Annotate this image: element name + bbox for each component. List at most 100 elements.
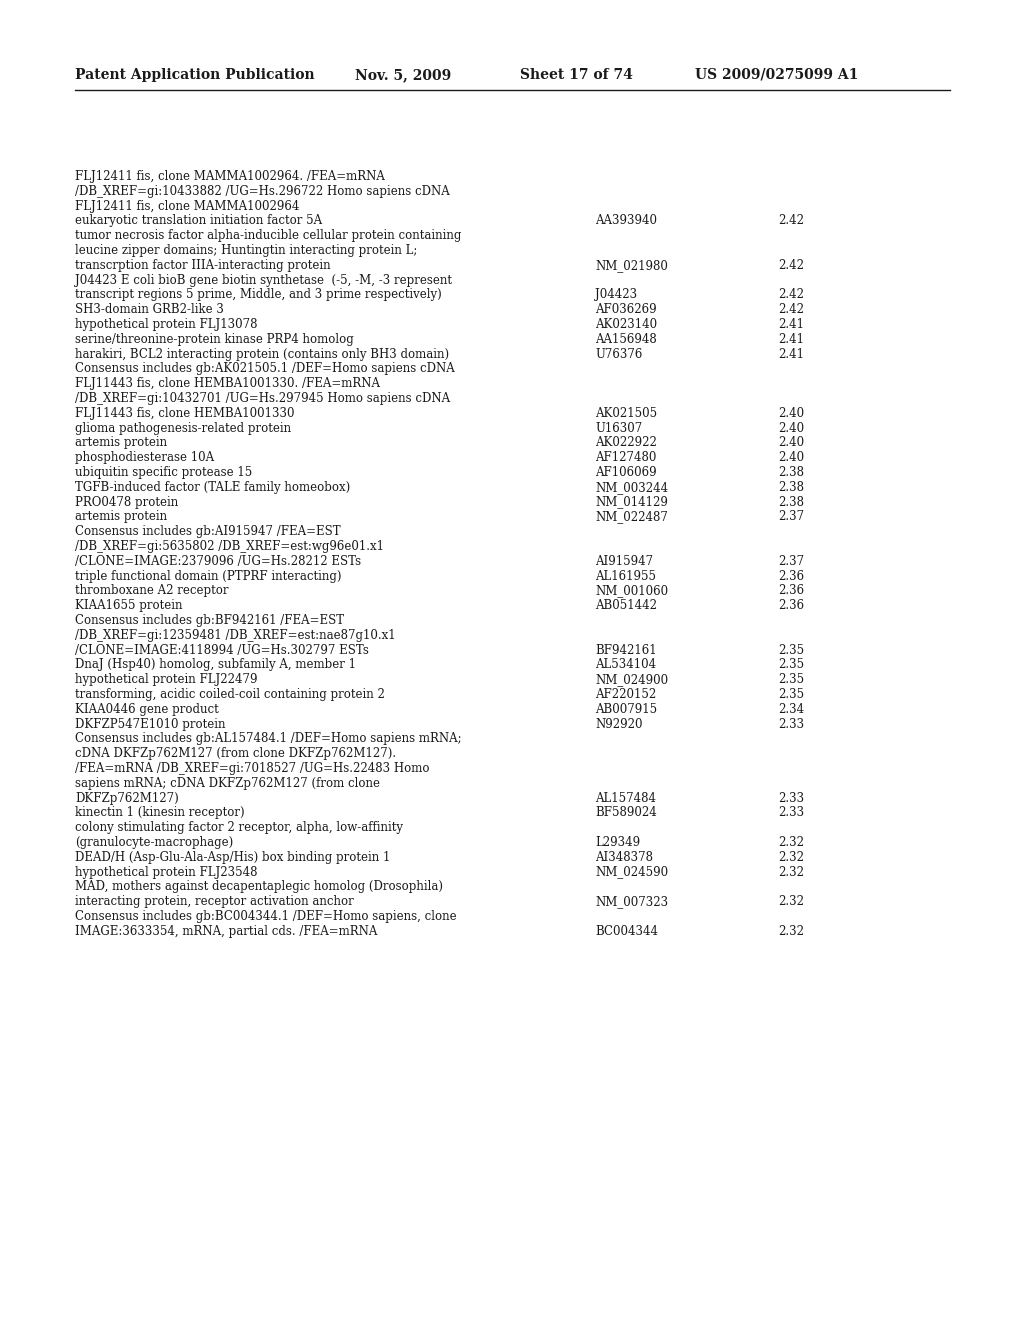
- Text: NM_024900: NM_024900: [595, 673, 668, 686]
- Text: transforming, acidic coiled-coil containing protein 2: transforming, acidic coiled-coil contain…: [75, 688, 385, 701]
- Text: artemis protein: artemis protein: [75, 437, 167, 449]
- Text: cDNA DKFZp762M127 (from clone DKFZp762M127).: cDNA DKFZp762M127 (from clone DKFZp762M1…: [75, 747, 396, 760]
- Text: DEAD/H (Asp-Glu-Ala-Asp/His) box binding protein 1: DEAD/H (Asp-Glu-Ala-Asp/His) box binding…: [75, 851, 390, 863]
- Text: L29349: L29349: [595, 836, 640, 849]
- Text: BC004344: BC004344: [595, 925, 658, 937]
- Text: transcript regions 5 prime, Middle, and 3 prime respectively): transcript regions 5 prime, Middle, and …: [75, 288, 441, 301]
- Text: BF942161: BF942161: [595, 644, 656, 656]
- Text: BF589024: BF589024: [595, 807, 656, 820]
- Text: US 2009/0275099 A1: US 2009/0275099 A1: [695, 69, 858, 82]
- Text: FLJ12411 fis, clone MAMMA1002964: FLJ12411 fis, clone MAMMA1002964: [75, 199, 299, 213]
- Text: AL161955: AL161955: [595, 570, 656, 582]
- Text: sapiens mRNA; cDNA DKFZp762M127 (from clone: sapiens mRNA; cDNA DKFZp762M127 (from cl…: [75, 776, 380, 789]
- Text: Patent Application Publication: Patent Application Publication: [75, 69, 314, 82]
- Text: FLJ11443 fis, clone HEMBA1001330. /FEA=mRNA: FLJ11443 fis, clone HEMBA1001330. /FEA=m…: [75, 378, 380, 391]
- Text: 2.41: 2.41: [778, 318, 804, 331]
- Text: MAD, mothers against decapentaplegic homolog (Drosophila): MAD, mothers against decapentaplegic hom…: [75, 880, 443, 894]
- Text: serine/threonine-protein kinase PRP4 homolog: serine/threonine-protein kinase PRP4 hom…: [75, 333, 353, 346]
- Text: Consensus includes gb:BC004344.1 /DEF=Homo sapiens, clone: Consensus includes gb:BC004344.1 /DEF=Ho…: [75, 909, 457, 923]
- Text: tumor necrosis factor alpha-inducible cellular protein containing: tumor necrosis factor alpha-inducible ce…: [75, 230, 462, 242]
- Text: 2.40: 2.40: [778, 437, 804, 449]
- Text: 2.36: 2.36: [778, 570, 804, 582]
- Text: NM_024590: NM_024590: [595, 866, 668, 879]
- Text: NM_014129: NM_014129: [595, 495, 668, 508]
- Text: /DB_XREF=gi:5635802 /DB_XREF=est:wg96e01.x1: /DB_XREF=gi:5635802 /DB_XREF=est:wg96e01…: [75, 540, 384, 553]
- Text: 2.34: 2.34: [778, 702, 804, 715]
- Text: AB007915: AB007915: [595, 702, 657, 715]
- Text: SH3-domain GRB2-like 3: SH3-domain GRB2-like 3: [75, 304, 224, 317]
- Text: KIAA1655 protein: KIAA1655 protein: [75, 599, 182, 612]
- Text: 2.36: 2.36: [778, 585, 804, 598]
- Text: DKFZP547E1010 protein: DKFZP547E1010 protein: [75, 718, 225, 730]
- Text: U76376: U76376: [595, 347, 642, 360]
- Text: AF220152: AF220152: [595, 688, 656, 701]
- Text: leucine zipper domains; Huntingtin interacting protein L;: leucine zipper domains; Huntingtin inter…: [75, 244, 418, 257]
- Text: ubiquitin specific protease 15: ubiquitin specific protease 15: [75, 466, 252, 479]
- Text: 2.40: 2.40: [778, 407, 804, 420]
- Text: Consensus includes gb:AL157484.1 /DEF=Homo sapiens mRNA;: Consensus includes gb:AL157484.1 /DEF=Ho…: [75, 733, 462, 746]
- Text: N92920: N92920: [595, 718, 642, 730]
- Text: 2.40: 2.40: [778, 421, 804, 434]
- Text: 2.41: 2.41: [778, 333, 804, 346]
- Text: 2.40: 2.40: [778, 451, 804, 465]
- Text: /CLONE=IMAGE:4118994 /UG=Hs.302797 ESTs: /CLONE=IMAGE:4118994 /UG=Hs.302797 ESTs: [75, 644, 369, 656]
- Text: (granulocyte-macrophage): (granulocyte-macrophage): [75, 836, 233, 849]
- Text: NM_021980: NM_021980: [595, 259, 668, 272]
- Text: AK023140: AK023140: [595, 318, 657, 331]
- Text: 2.33: 2.33: [778, 792, 804, 805]
- Text: PRO0478 protein: PRO0478 protein: [75, 495, 178, 508]
- Text: AF127480: AF127480: [595, 451, 656, 465]
- Text: DKFZp762M127): DKFZp762M127): [75, 792, 179, 805]
- Text: NM_022487: NM_022487: [595, 511, 668, 524]
- Text: interacting protein, receptor activation anchor: interacting protein, receptor activation…: [75, 895, 353, 908]
- Text: J04423: J04423: [595, 288, 637, 301]
- Text: 2.35: 2.35: [778, 673, 804, 686]
- Text: Consensus includes gb:AI915947 /FEA=EST: Consensus includes gb:AI915947 /FEA=EST: [75, 525, 341, 539]
- Text: KIAA0446 gene product: KIAA0446 gene product: [75, 702, 219, 715]
- Text: /FEA=mRNA /DB_XREF=gi:7018527 /UG=Hs.22483 Homo: /FEA=mRNA /DB_XREF=gi:7018527 /UG=Hs.224…: [75, 762, 429, 775]
- Text: AA393940: AA393940: [595, 214, 657, 227]
- Text: 2.38: 2.38: [778, 480, 804, 494]
- Text: 2.38: 2.38: [778, 495, 804, 508]
- Text: colony stimulating factor 2 receptor, alpha, low-affinity: colony stimulating factor 2 receptor, al…: [75, 821, 403, 834]
- Text: AI348378: AI348378: [595, 851, 653, 863]
- Text: 2.42: 2.42: [778, 288, 804, 301]
- Text: 2.35: 2.35: [778, 688, 804, 701]
- Text: triple functional domain (PTPRF interacting): triple functional domain (PTPRF interact…: [75, 570, 341, 582]
- Text: 2.41: 2.41: [778, 347, 804, 360]
- Text: NM_001060: NM_001060: [595, 585, 668, 598]
- Text: FLJ12411 fis, clone MAMMA1002964. /FEA=mRNA: FLJ12411 fis, clone MAMMA1002964. /FEA=m…: [75, 170, 385, 183]
- Text: AL534104: AL534104: [595, 659, 656, 672]
- Text: Sheet 17 of 74: Sheet 17 of 74: [520, 69, 633, 82]
- Text: transcrption factor IIIA-interacting protein: transcrption factor IIIA-interacting pro…: [75, 259, 331, 272]
- Text: AI915947: AI915947: [595, 554, 653, 568]
- Text: 2.37: 2.37: [778, 554, 804, 568]
- Text: thromboxane A2 receptor: thromboxane A2 receptor: [75, 585, 228, 598]
- Text: 2.32: 2.32: [778, 895, 804, 908]
- Text: 2.33: 2.33: [778, 807, 804, 820]
- Text: /DB_XREF=gi:12359481 /DB_XREF=est:nae87g10.x1: /DB_XREF=gi:12359481 /DB_XREF=est:nae87g…: [75, 628, 395, 642]
- Text: 2.32: 2.32: [778, 836, 804, 849]
- Text: /DB_XREF=gi:10433882 /UG=Hs.296722 Homo sapiens cDNA: /DB_XREF=gi:10433882 /UG=Hs.296722 Homo …: [75, 185, 450, 198]
- Text: IMAGE:3633354, mRNA, partial cds. /FEA=mRNA: IMAGE:3633354, mRNA, partial cds. /FEA=m…: [75, 925, 378, 937]
- Text: FLJ11443 fis, clone HEMBA1001330: FLJ11443 fis, clone HEMBA1001330: [75, 407, 295, 420]
- Text: 2.42: 2.42: [778, 214, 804, 227]
- Text: hypothetical protein FLJ13078: hypothetical protein FLJ13078: [75, 318, 257, 331]
- Text: 2.42: 2.42: [778, 304, 804, 317]
- Text: 2.32: 2.32: [778, 851, 804, 863]
- Text: AF106069: AF106069: [595, 466, 656, 479]
- Text: Consensus includes gb:BF942161 /FEA=EST: Consensus includes gb:BF942161 /FEA=EST: [75, 614, 344, 627]
- Text: 2.35: 2.35: [778, 659, 804, 672]
- Text: /CLONE=IMAGE:2379096 /UG=Hs.28212 ESTs: /CLONE=IMAGE:2379096 /UG=Hs.28212 ESTs: [75, 554, 361, 568]
- Text: AL157484: AL157484: [595, 792, 656, 805]
- Text: NM_007323: NM_007323: [595, 895, 668, 908]
- Text: 2.32: 2.32: [778, 866, 804, 879]
- Text: AK022922: AK022922: [595, 437, 656, 449]
- Text: NM_003244: NM_003244: [595, 480, 668, 494]
- Text: TGFB-induced factor (TALE family homeobox): TGFB-induced factor (TALE family homeobo…: [75, 480, 350, 494]
- Text: phosphodiesterase 10A: phosphodiesterase 10A: [75, 451, 214, 465]
- Text: hypothetical protein FLJ23548: hypothetical protein FLJ23548: [75, 866, 257, 879]
- Text: Nov. 5, 2009: Nov. 5, 2009: [355, 69, 452, 82]
- Text: 2.32: 2.32: [778, 925, 804, 937]
- Text: AF036269: AF036269: [595, 304, 656, 317]
